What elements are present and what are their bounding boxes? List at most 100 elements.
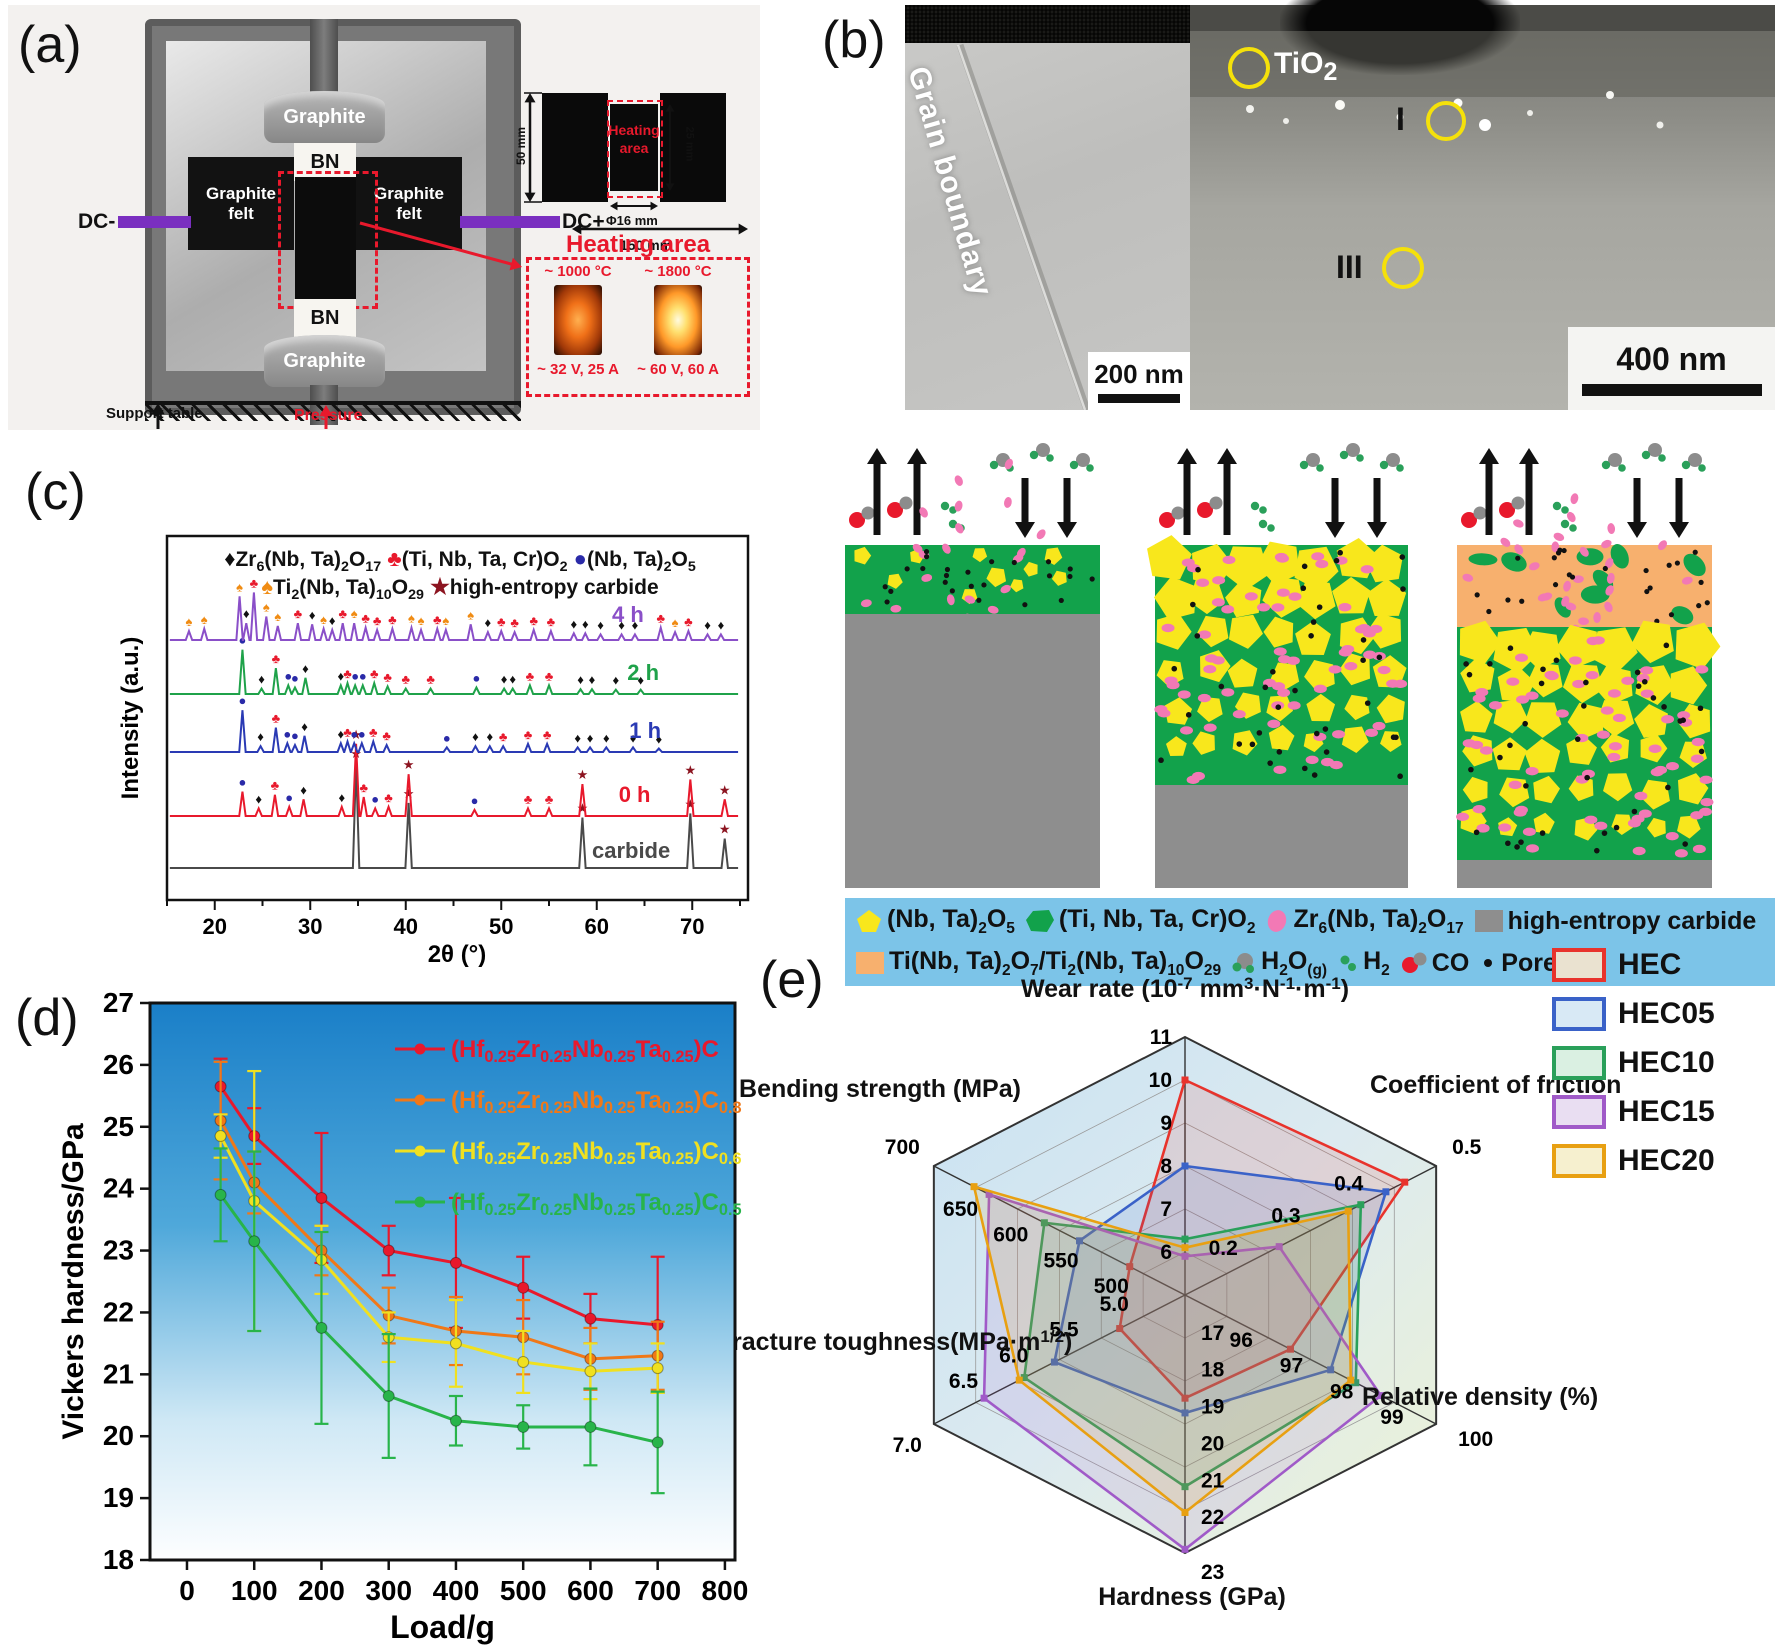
radar-tick: 0.2 xyxy=(1209,1237,1238,1260)
radar-series-HEC15 xyxy=(980,1190,1385,1553)
hv-legend-label: (Hf0.25Zr0.25Nb0.25Ta0.25)C0.8 xyxy=(451,1087,742,1117)
svg-text:●: ● xyxy=(359,668,367,683)
svg-text:●: ● xyxy=(351,668,359,683)
svg-text:♣: ♣ xyxy=(294,606,303,621)
legend-row-hec10: HEC10 xyxy=(1552,1046,1715,1080)
legend-label: Zr6(Nb, Ta)2O17 xyxy=(1293,904,1464,937)
oxide-block-3 xyxy=(1456,443,1721,888)
hv-ytick: 20 xyxy=(103,1420,134,1451)
sample-block xyxy=(295,177,356,299)
radar-axis-title: Wear rate (10-7 mm3·N-1·m-1) xyxy=(1021,974,1349,1003)
hec15-label: HEC15 xyxy=(1618,1095,1715,1128)
hv-legend-label: (Hf0.25Zr0.25Nb0.25Ta0.25)C xyxy=(451,1036,719,1066)
heating-box-title: Heating area xyxy=(566,231,711,258)
svg-text:♦: ♦ xyxy=(243,606,250,621)
radar-tick: 11 xyxy=(1150,1026,1173,1049)
svg-text:★: ★ xyxy=(719,822,731,837)
radar-tick: 21 xyxy=(1201,1469,1225,1492)
svg-text:♠: ♠ xyxy=(186,614,193,629)
hv-ytick: 21 xyxy=(103,1358,134,1389)
h2o-molecule-icon xyxy=(1232,953,1255,973)
svg-text:♣: ♣ xyxy=(384,790,393,805)
radar-tick: 8 xyxy=(1160,1155,1172,1178)
xrd-series-0h: ●♦♣●♦♦★♣● ♣★● ♣ ♣★ ★★0 h xyxy=(169,727,739,817)
svg-text:♦: ♦ xyxy=(656,732,663,747)
oxidation-legend-row1: (Nb, Ta)2O5 (Ti, Nb, Ta, Cr)O2 Zr6(Nb, T… xyxy=(855,900,1765,942)
panel-c-label: (c) xyxy=(25,463,86,521)
svg-text:♦: ♦ xyxy=(509,672,516,687)
hv-xtick: 400 xyxy=(433,1575,480,1606)
hv-ytick: 27 xyxy=(103,987,134,1018)
svg-text:♦: ♦ xyxy=(718,617,725,632)
xrd-series-2h: ●♦♣●●♦♦ ♣ ● ● ♣ ♣ ♣ ♣ ● ♦ ♦ ♣ ♣ ♦ ♦ ♦ ♦2 h xyxy=(169,633,739,695)
green-grain-icon xyxy=(1025,910,1054,932)
svg-text:★: ★ xyxy=(350,727,362,742)
legend-label: (Nb, Ta)2O5 xyxy=(887,904,1015,937)
xrd-xtick: 40 xyxy=(394,914,418,939)
svg-text:♦: ♦ xyxy=(472,729,479,744)
svg-text:♦: ♦ xyxy=(587,730,594,745)
scalebar-left-bar xyxy=(1098,394,1180,403)
svg-text:♣: ♣ xyxy=(338,606,347,621)
region-i-label: I xyxy=(1396,101,1405,137)
radar-tick: 6.5 xyxy=(949,1370,979,1393)
hec10-swatch xyxy=(1552,1046,1606,1080)
svg-text:♦: ♦ xyxy=(338,790,345,805)
legend-row-hec15: HEC15 xyxy=(1552,1095,1715,1129)
svg-text:♠: ♠ xyxy=(236,579,243,594)
graphite-top-label: Graphite xyxy=(283,105,366,128)
svg-text:♦: ♦ xyxy=(329,613,336,628)
svg-text:♣: ♣ xyxy=(361,611,370,626)
radar-legend: HEC HEC05 HEC10 HEC15 HEC20 xyxy=(1552,948,1715,1178)
xrd-xtick: 20 xyxy=(203,914,227,939)
hv-ytick: 18 xyxy=(103,1544,134,1575)
svg-text:♣: ♣ xyxy=(497,614,506,629)
bn-bottom-block: BN xyxy=(294,299,356,337)
hv-xtick: 700 xyxy=(634,1575,681,1606)
svg-text:♣: ♣ xyxy=(426,672,435,687)
radar-series-HEC10 xyxy=(1020,1201,1365,1491)
inset-left-block xyxy=(542,93,608,202)
panel-b-label: (b) xyxy=(822,11,886,69)
dc-plus-lead xyxy=(460,216,560,228)
heating-box xyxy=(526,257,750,397)
svg-text:♠: ♠ xyxy=(418,613,425,628)
graphite-felt-left: Graphite felt xyxy=(188,157,294,250)
bn-top-block: BN xyxy=(294,143,356,181)
gray-square-icon xyxy=(1474,910,1503,932)
power-32v-label: ~ 32 V, 25 A xyxy=(537,361,619,378)
svg-text:♣: ♣ xyxy=(545,791,554,806)
circle-tio2 xyxy=(1228,47,1270,89)
svg-text:♣: ♣ xyxy=(524,791,533,806)
xrd-series-1h: ●♦♣● ●♦♦ ♣● ● ♣ ♣ ● ♦ ♦ ♣ ♣ ♣ ♦ ♦ ♦ ♦ ♦1 h xyxy=(169,693,739,753)
xrd-series-4h: ♠ ♠♠♦♣♠♠ ♣ ♦ ♠ ♦ ♣ ♠ ♣ ♣ ♣ ♠ ♠ ♣ ♠ ♠♦ ♣ ♣ ♣ ♣ ♦ ♦ ♦ ♦ ♦ ♣ ♠ ♣ ♦ ♦4 h xyxy=(169,575,739,641)
circle-region-iii xyxy=(1382,247,1424,289)
hv-ytick: 24 xyxy=(103,1173,135,1204)
svg-text:♣: ♣ xyxy=(370,666,379,681)
hv-ytick: 26 xyxy=(103,1049,134,1080)
radar-tick: 96 xyxy=(1230,1329,1253,1352)
svg-text:carbide: carbide xyxy=(592,838,670,863)
svg-text:♦: ♦ xyxy=(704,617,711,632)
orange-square-icon xyxy=(856,952,884,974)
xrd-chart: Intensity (a.u.) 20 30 40 50 60 70 2θ (°) ♦Zr6(N… xyxy=(117,534,750,968)
panel-a-label: (a) xyxy=(18,16,82,74)
svg-text:♣: ♣ xyxy=(343,666,352,681)
hv-xtick: 500 xyxy=(500,1575,547,1606)
radar-tick: 22 xyxy=(1201,1506,1224,1529)
legend-row-hec05: HEC05 xyxy=(1552,997,1715,1031)
hec05-swatch xyxy=(1552,997,1606,1031)
svg-text:●: ● xyxy=(239,775,247,790)
radar-tick: 100 xyxy=(1458,1428,1493,1451)
radar-chart: 6 7 8 9 10 11 0.2 0.3 0.4 0.5 96 97 98 99 100 17 18 19 20 2… xyxy=(732,974,1621,1611)
svg-text:★: ★ xyxy=(577,767,589,782)
bn-top-label: BN xyxy=(310,150,340,173)
upper-ram-rod xyxy=(310,19,338,97)
svg-text:♣: ♣ xyxy=(382,728,391,743)
xrd-xtick: 60 xyxy=(585,914,609,939)
svg-text:♦: ♦ xyxy=(337,726,344,741)
svg-text:♣: ♣ xyxy=(545,668,554,683)
hec-swatch xyxy=(1552,948,1606,982)
svg-text:♠: ♠ xyxy=(263,599,270,614)
radar-tick: 9 xyxy=(1160,1112,1172,1135)
